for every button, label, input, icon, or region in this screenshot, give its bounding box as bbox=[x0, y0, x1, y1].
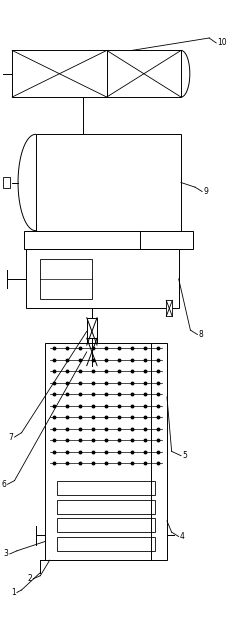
Bar bbox=[24, 231, 193, 249]
Bar bbox=[87, 318, 97, 345]
Text: 9: 9 bbox=[203, 187, 208, 196]
Text: 2: 2 bbox=[27, 574, 32, 583]
Bar bbox=[57, 481, 155, 495]
Text: 1: 1 bbox=[11, 588, 16, 597]
Text: 3: 3 bbox=[4, 549, 9, 558]
Text: 6: 6 bbox=[1, 480, 6, 489]
Bar bbox=[57, 500, 155, 513]
Bar bbox=[3, 177, 10, 188]
Bar bbox=[26, 249, 179, 308]
Bar bbox=[87, 338, 97, 366]
Bar bbox=[57, 518, 155, 532]
Text: 8: 8 bbox=[199, 330, 203, 339]
Bar bbox=[36, 135, 181, 231]
Text: 4: 4 bbox=[180, 532, 185, 541]
Bar bbox=[12, 50, 181, 97]
Text: 10: 10 bbox=[217, 39, 227, 47]
Text: 7: 7 bbox=[9, 432, 13, 442]
Bar bbox=[57, 537, 155, 551]
Bar bbox=[40, 259, 92, 299]
Text: 5: 5 bbox=[182, 451, 187, 460]
Bar bbox=[45, 343, 167, 560]
Bar bbox=[166, 300, 172, 316]
